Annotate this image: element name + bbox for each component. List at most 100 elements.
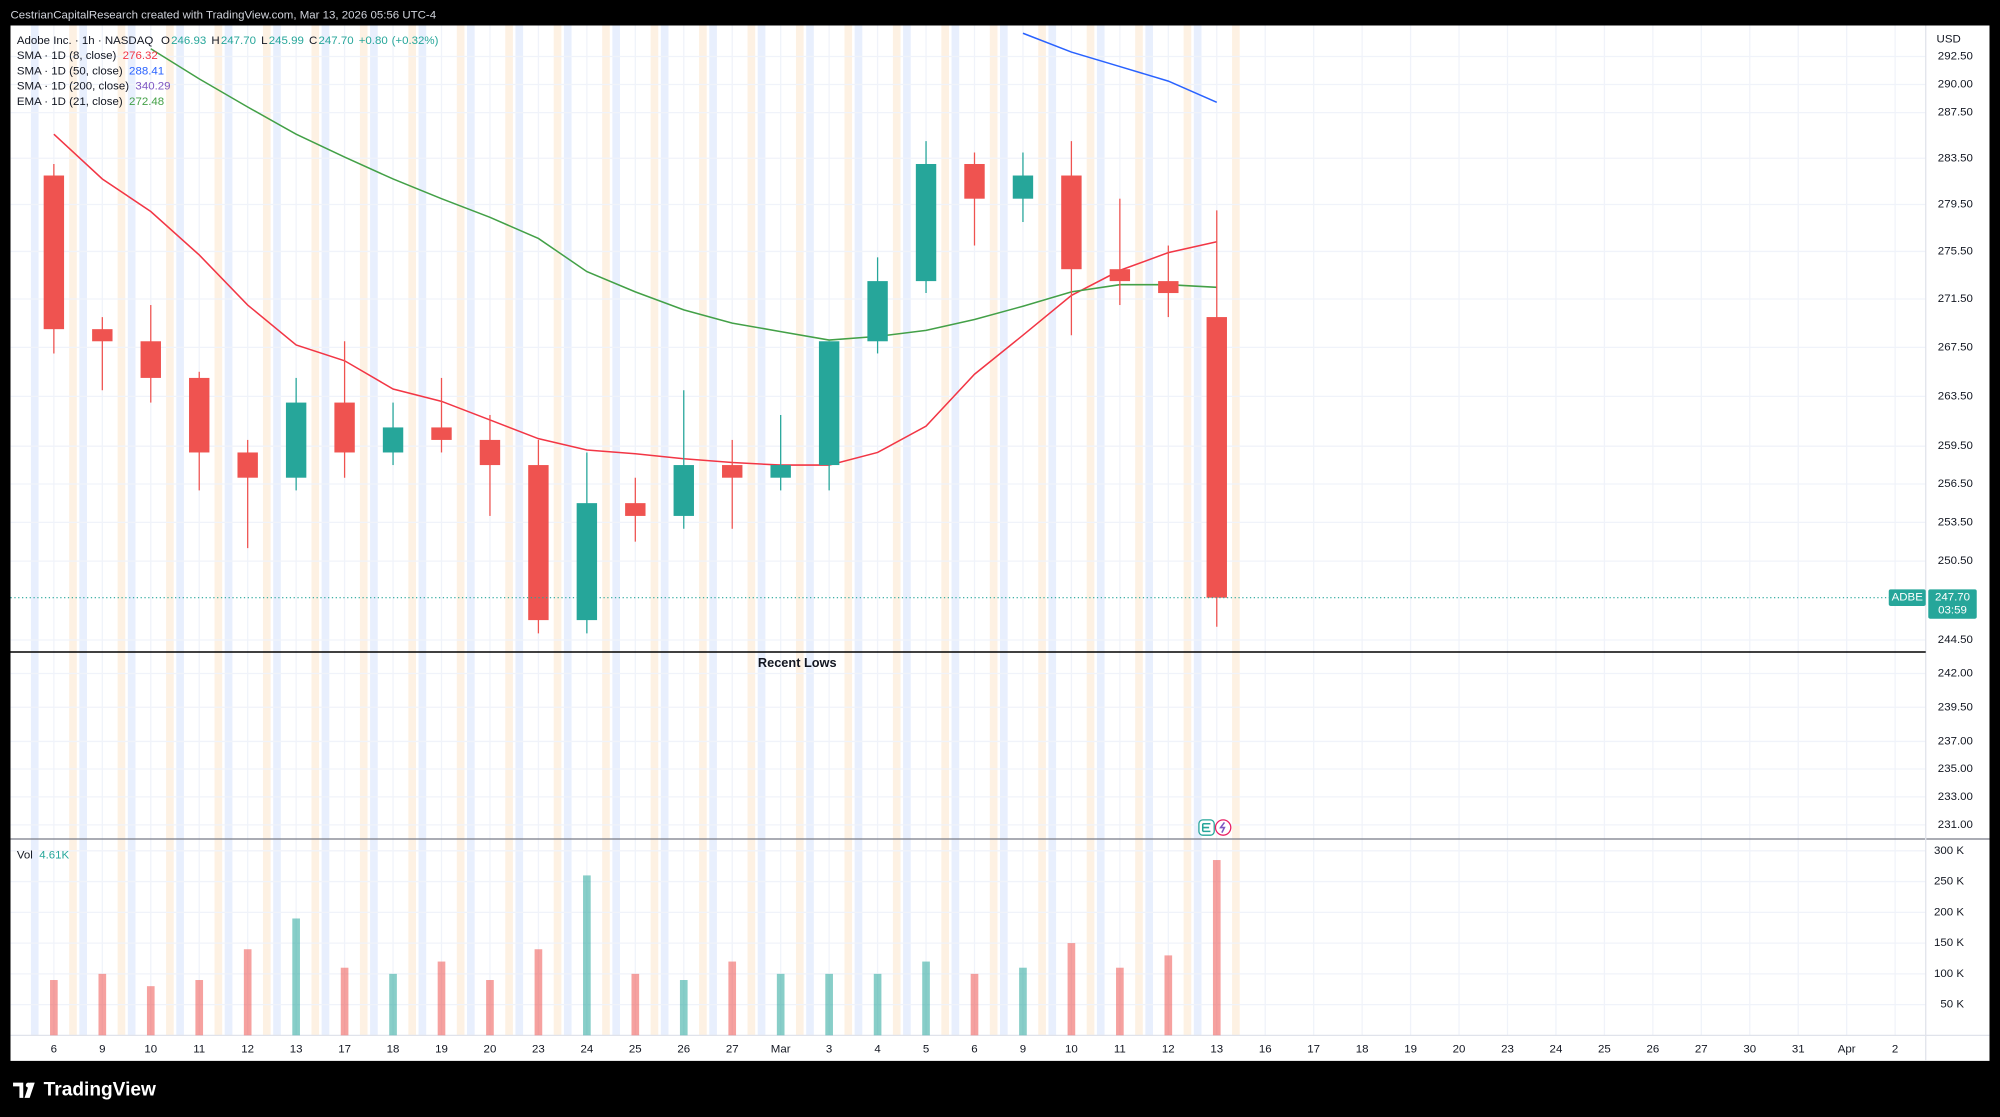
x-tick-label: 25	[629, 1043, 642, 1055]
volume-bar	[389, 973, 397, 1036]
change-value: +0.80	[359, 35, 388, 47]
volume-bar	[873, 973, 882, 1036]
afterhours-shade	[117, 25, 126, 1036]
afterhours-shade	[69, 25, 77, 1036]
premarket-shade	[563, 25, 572, 1036]
x-tick-label: 17	[1307, 1043, 1320, 1055]
premarket-shade	[709, 25, 717, 1036]
afterhours-shade	[795, 25, 804, 1036]
afterhours-shade	[892, 25, 901, 1036]
volume-tick-label: 100 K	[1934, 968, 1964, 980]
candle-body	[528, 465, 549, 621]
ohlc-label: O	[161, 35, 170, 47]
volume-bar	[243, 949, 252, 1036]
volume-bar	[486, 980, 494, 1036]
volume-bar	[776, 973, 785, 1036]
volume-title: Vol	[17, 850, 33, 862]
background-layer	[10, 25, 1926, 1036]
afterhours-shade	[359, 25, 368, 1036]
dividend-glyph	[1219, 821, 1226, 833]
candle-body	[285, 402, 307, 478]
volume-tick-label: 50 K	[1940, 999, 1964, 1011]
volume-bar	[98, 973, 107, 1036]
afterhours-shade	[505, 25, 513, 1036]
volume-bar	[679, 980, 688, 1036]
x-tick-label: 27	[1695, 1043, 1708, 1055]
afterhours-shade	[1135, 25, 1143, 1036]
volume-last-value: 4.61K	[39, 850, 69, 862]
legend-value: 272.48	[129, 96, 164, 108]
candle-body	[237, 452, 258, 478]
x-tick-label: 2	[1892, 1043, 1898, 1055]
brand-icon-dot	[25, 1082, 31, 1088]
premarket-shade	[224, 25, 233, 1036]
attribution: CestrianCapitalResearch created with Tra…	[11, 9, 437, 21]
volume-bar	[1116, 967, 1124, 1036]
premarket-shade	[1096, 25, 1105, 1036]
premarket-shade	[1000, 25, 1008, 1036]
x-tick-label: 6	[51, 1043, 57, 1055]
moving-average-line	[1022, 32, 1218, 104]
premarket-shade	[854, 25, 863, 1036]
volume-bar	[583, 875, 591, 1036]
legend-name: EMA · 1D (21, close)	[17, 96, 123, 108]
moving-average-line	[53, 133, 1217, 466]
volume-tick-label: 250 K	[1934, 876, 1964, 888]
change-percent: (+0.32%)	[392, 35, 439, 47]
volume-bar	[1212, 860, 1221, 1036]
premarket-shade	[127, 25, 136, 1036]
volume-bar	[437, 961, 446, 1036]
y-tick-label: 233.00	[1938, 791, 1973, 803]
x-tick-label: 24	[580, 1043, 593, 1055]
candle-body	[915, 163, 937, 282]
x-tick-label: 18	[1356, 1043, 1369, 1055]
y-tick-label: 275.50	[1938, 245, 1973, 257]
x-tick-label: 10	[1065, 1043, 1078, 1055]
volume-bar	[146, 986, 155, 1036]
x-tick-label: 20	[484, 1043, 497, 1055]
volume-bar	[534, 949, 543, 1036]
chart-area	[10, 25, 1990, 1061]
premarket-shade	[951, 25, 960, 1036]
x-tick-label: 11	[1114, 1043, 1126, 1055]
legend-name: SMA · 1D (8, close)	[17, 50, 117, 62]
volume-bar	[1067, 943, 1076, 1036]
premarket-shade	[806, 25, 814, 1036]
legend-value: 276.32	[123, 50, 158, 62]
ohlc-label: C	[309, 35, 317, 47]
y-tick-label: 290.00	[1938, 78, 1973, 90]
candle-body	[722, 465, 743, 478]
x-tick-label: 12	[1162, 1043, 1175, 1055]
candle-body	[1158, 281, 1179, 294]
x-tick-label: 25	[1598, 1043, 1611, 1055]
currency: USD	[1937, 34, 1961, 46]
afterhours-shade	[699, 25, 707, 1036]
premarket-shade	[370, 25, 378, 1036]
legend-value: 340.29	[135, 81, 170, 93]
x-tick-label: Mar	[771, 1043, 791, 1055]
candle-body	[43, 175, 65, 330]
afterhours-shade	[941, 25, 949, 1036]
afterhours-shade	[650, 25, 659, 1036]
candle-body	[1206, 317, 1227, 598]
premarket-shade	[418, 25, 427, 1036]
ohlc-label: L	[261, 35, 267, 47]
x-tick-label: 3	[826, 1043, 832, 1055]
x-tick-label: 13	[290, 1043, 303, 1055]
premarket-shade	[467, 25, 475, 1036]
volume-bar	[50, 980, 58, 1036]
premarket-shade	[1048, 25, 1057, 1036]
x-tick-label: 27	[726, 1043, 739, 1055]
volume-bar	[970, 973, 979, 1036]
x-tick-label: 5	[923, 1043, 929, 1055]
candle-body	[1109, 269, 1131, 282]
x-tick-label: 9	[1020, 1043, 1026, 1055]
y-tick-label: 287.50	[1938, 107, 1973, 119]
candle-body	[625, 503, 646, 516]
volume-bar	[825, 973, 833, 1036]
volume-bar	[292, 918, 300, 1036]
afterhours-shade	[262, 25, 271, 1036]
ohlc-value: 247.70	[221, 35, 256, 47]
brand-logo: TradingView	[13, 1079, 156, 1100]
candle-body	[1012, 175, 1034, 199]
